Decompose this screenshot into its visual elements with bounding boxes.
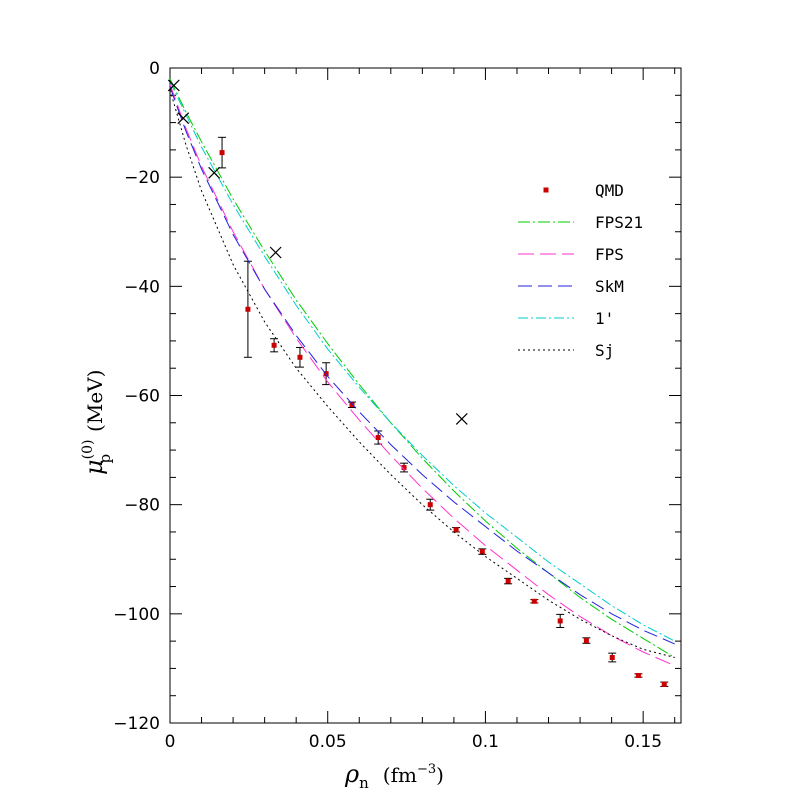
- y-axis-subscript: p: [96, 454, 114, 464]
- cross-marker: [177, 112, 190, 125]
- plot-frame: [169, 67, 682, 724]
- y-tick-label: −100: [113, 605, 160, 625]
- legend-label-skm: SkM: [595, 277, 624, 296]
- axis-ticks: [169, 67, 681, 724]
- data-point-qmd: [635, 673, 641, 679]
- y-axis-title: μ(0)p (MeV): [80, 370, 114, 475]
- legend: QMD FPS21 FPS SkM 1' Sj: [518, 181, 643, 360]
- legend-label-fps21: FPS21: [595, 213, 643, 232]
- y-tick-label: −60: [124, 387, 160, 407]
- data-point-qmd: [427, 502, 433, 508]
- data-point-qmd: [219, 150, 225, 156]
- legend-label-sj: Sj: [595, 341, 614, 360]
- y-tick-label: 0: [149, 59, 160, 79]
- data-point-qmd: [245, 306, 251, 312]
- x-tick-label: 0.1: [472, 732, 499, 752]
- legend-label-1: 1': [595, 309, 614, 328]
- data-point-qmd: [609, 655, 615, 660]
- series-line-1: [169, 81, 675, 642]
- data-point-qmd: [297, 354, 303, 360]
- cross-marker: [269, 246, 282, 259]
- series-line-fps: [169, 84, 675, 667]
- y-axis-superscript: (0): [80, 440, 96, 460]
- x-tick-label: 0.05: [309, 732, 347, 752]
- cross-marker: [455, 413, 468, 425]
- legend-label-qmd: QMD: [595, 181, 624, 200]
- data-point-qmd: [531, 598, 537, 604]
- data-point-qmd: [375, 435, 381, 441]
- x-axis-unit: (fm: [383, 763, 417, 787]
- x-axis-unit-exponent: −3: [417, 762, 436, 777]
- y-tick-label: −20: [124, 168, 160, 188]
- y-tick-label: −80: [124, 496, 160, 516]
- x-axis-title: ρn (fm−3): [344, 760, 444, 792]
- data-point-qmd: [349, 402, 355, 408]
- cross-marker: [208, 166, 221, 179]
- series-line-sj: [169, 89, 675, 658]
- data-point-qmd: [505, 578, 511, 584]
- data-point-qmd: [557, 618, 563, 624]
- x-axis-symbol: ρ: [344, 760, 359, 788]
- data-point-qmd: [583, 638, 589, 644]
- y-axis-unit: (MeV): [83, 370, 107, 432]
- x-axis-unit-close: ): [436, 763, 444, 787]
- series-line-fps21: [169, 78, 675, 658]
- tick-labels: 0 0.05 0.1 0.15 0 −20 −40 −60 −80 −100 −120: [113, 59, 662, 752]
- series-line-skm: [169, 86, 675, 645]
- y-tick-label: −40: [124, 277, 160, 297]
- data-point-qmd: [401, 465, 407, 471]
- legend-swatch-qmd: [543, 187, 549, 193]
- x-tick-label: 0: [165, 732, 176, 752]
- x-axis-subscript: n: [359, 774, 369, 792]
- cross-marker: [167, 79, 180, 92]
- x-tick-label: 0.15: [624, 732, 662, 752]
- legend-label-fps: FPS: [595, 245, 624, 264]
- y-axis-symbol: μ: [80, 459, 108, 475]
- y-tick-label: −120: [113, 714, 160, 734]
- data-point-qmd: [271, 342, 277, 348]
- data-point-qmd: [453, 527, 459, 533]
- data-point-qmd: [479, 549, 485, 555]
- series-layer: [167, 78, 675, 687]
- data-point-qmd: [661, 681, 667, 687]
